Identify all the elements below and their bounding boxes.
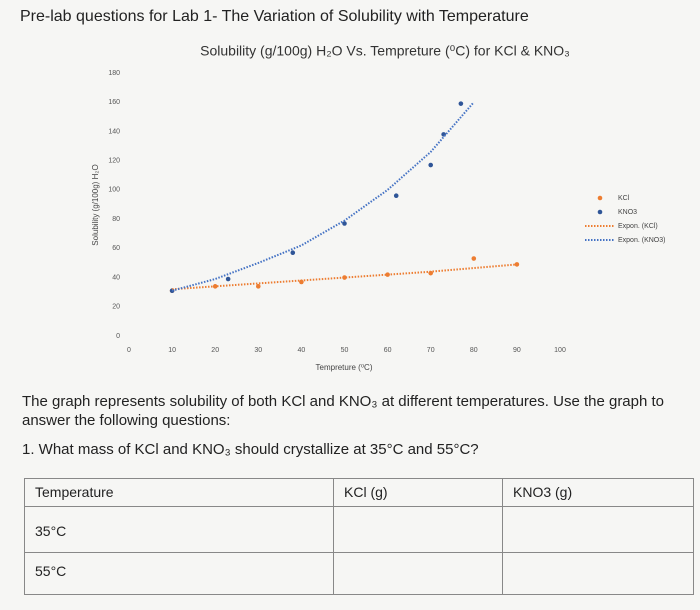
- y-tick-label: 160: [108, 99, 120, 106]
- x-tick-label: 100: [554, 347, 566, 354]
- data-point: [471, 256, 477, 261]
- x-tick-label: 10: [168, 347, 176, 354]
- x-tick-label: 0: [127, 347, 131, 354]
- question: 1. What mass of KCl and KNO₃ should crys…: [22, 441, 479, 458]
- answer-cell[interactable]: [333, 552, 503, 595]
- legend-label: KNO3: [618, 209, 637, 216]
- x-axis-label: Tempreture (⁰C): [316, 363, 373, 372]
- row-label: 35°C: [24, 506, 334, 553]
- row-label: 55°C: [24, 552, 334, 595]
- y-tick-label: 140: [108, 128, 120, 135]
- y-tick-label: 0: [116, 333, 120, 340]
- x-tick-label: 90: [513, 347, 521, 354]
- legend-label: Expon. (KCl): [618, 223, 658, 230]
- trendline: [172, 263, 517, 291]
- x-tick-label: 40: [298, 347, 306, 354]
- x-tick-label: 70: [427, 347, 435, 354]
- legend-marker: [597, 195, 603, 201]
- x-tick-label: 60: [384, 347, 392, 354]
- y-tick-label: 100: [108, 187, 120, 194]
- data-point: [299, 279, 304, 285]
- x-tick-label: 20: [211, 347, 219, 354]
- y-tick-label: 60: [112, 245, 120, 252]
- answer-cell[interactable]: [502, 506, 694, 553]
- answer-cell[interactable]: [333, 506, 503, 553]
- y-axis-label: Solubility (g/100g) H₂O: [91, 164, 100, 245]
- y-tick-label: 180: [108, 70, 120, 77]
- x-tick-label: 80: [470, 347, 478, 354]
- legend-label: Expon. (KNO3): [618, 237, 665, 244]
- x-tick-label: 30: [254, 347, 262, 354]
- answer-table: Temperature KCl (g) KNO3 (g) 35°C 55°C: [24, 478, 694, 595]
- x-tick-label: 50: [341, 347, 349, 354]
- paragraph: The graph represents solubility of both …: [22, 393, 665, 429]
- data-point: [458, 101, 464, 106]
- chart: Solubility (g/100g) H₂O Vs. Tempreture (…: [91, 43, 665, 372]
- y-tick-label: 80: [112, 216, 120, 223]
- y-tick-label: 40: [112, 274, 120, 281]
- data-point: [385, 272, 390, 277]
- data-point: [225, 276, 231, 282]
- header-cell: KNO3 (g): [502, 478, 694, 507]
- legend-label: KCl: [618, 195, 630, 202]
- y-tick-label: 120: [108, 158, 120, 165]
- page-title: Pre-lab questions for Lab 1- The Variati…: [20, 8, 529, 25]
- data-point: [393, 193, 399, 199]
- chart-title: Solubility (g/100g) H₂O Vs. Tempreture (…: [200, 43, 570, 59]
- y-tick-label: 20: [112, 304, 120, 311]
- trendline: [171, 101, 475, 292]
- legend-marker: [597, 209, 603, 215]
- data-point: [342, 275, 347, 280]
- header-cell: Temperature: [24, 478, 334, 507]
- data-point: [342, 221, 347, 226]
- data-point: [290, 250, 296, 256]
- data-point: [255, 284, 261, 289]
- data-point: [428, 162, 434, 168]
- header-cell: KCl (g): [333, 478, 503, 507]
- answer-cell[interactable]: [502, 552, 694, 595]
